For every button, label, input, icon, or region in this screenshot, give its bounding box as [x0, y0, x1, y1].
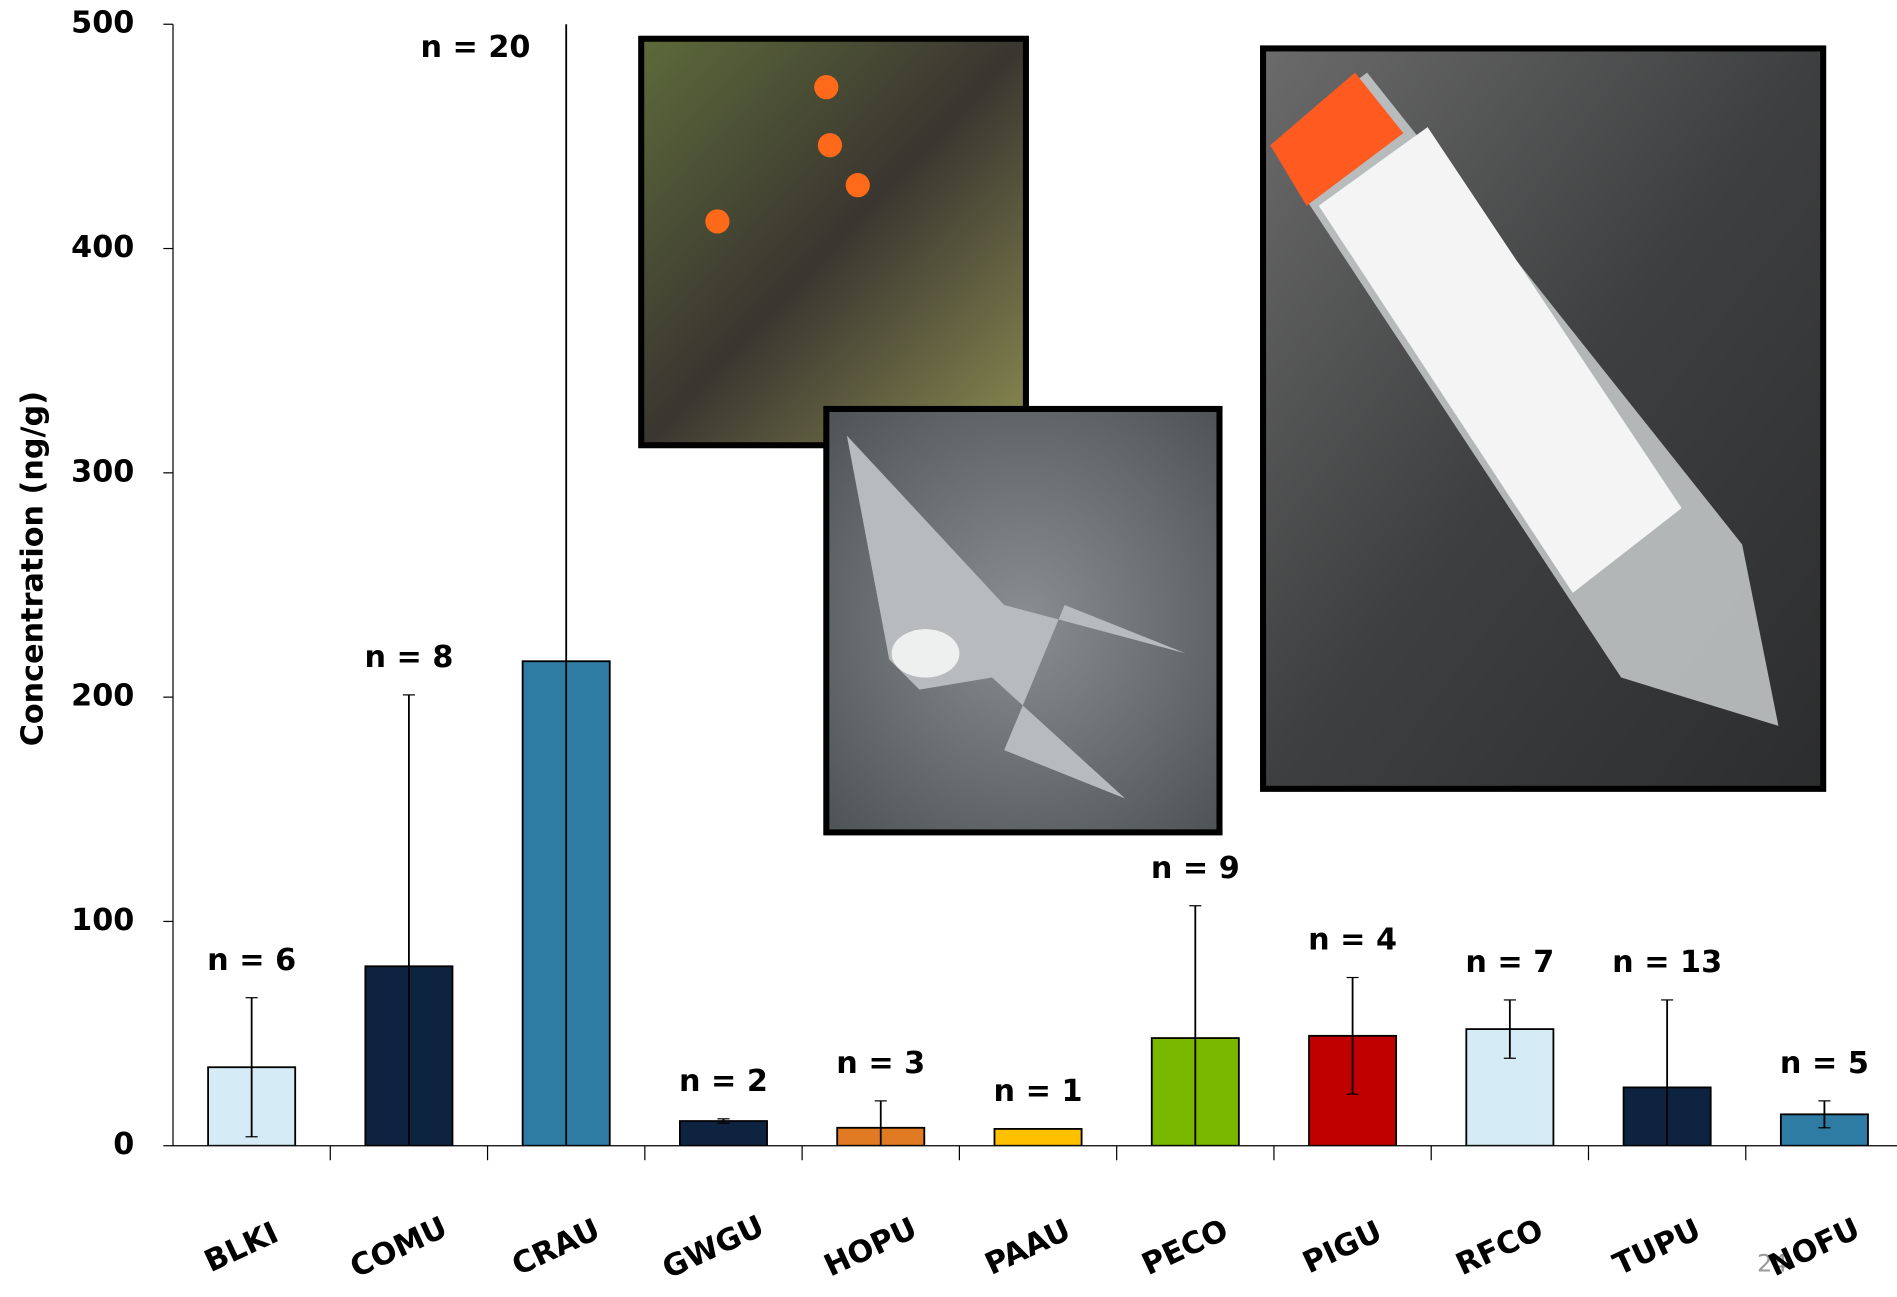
bar [680, 1121, 767, 1146]
x-tick-label: PECO [1137, 1213, 1234, 1283]
sample-size-label: n = 9 [1151, 851, 1240, 886]
x-tick-label: TUPU [1608, 1212, 1706, 1283]
x-tick-label: RFCO [1451, 1212, 1549, 1283]
photo-fulmar [826, 409, 1219, 832]
photo-auklets [641, 39, 1026, 446]
sample-size-label: n = 7 [1465, 945, 1554, 980]
chart: Concentration (ng/g) 24 0100200300400500… [0, 0, 1897, 1297]
sample-size-label: n = 8 [364, 640, 453, 675]
x-tick-label: CRAU [507, 1212, 606, 1283]
sample-size-label: n = 6 [207, 943, 296, 978]
photo-sample-tube [1263, 48, 1823, 788]
y-tick-label: 500 [71, 6, 134, 41]
x-tick-label: NOFU [1763, 1211, 1865, 1283]
sample-size-label: n = 3 [836, 1046, 925, 1081]
sample-size-label: n = 1 [994, 1074, 1083, 1109]
sample-size-label: n = 20 [420, 30, 530, 65]
y-tick-label: 100 [71, 903, 134, 938]
x-tick-label: GWGU [657, 1209, 769, 1286]
y-axis-title: Concentration (ng/g) [15, 391, 50, 746]
sample-size-label: n = 5 [1780, 1046, 1869, 1081]
x-tick-label: PIGU [1298, 1214, 1388, 1281]
x-tick-label: PAAU [980, 1213, 1076, 1283]
y-tick-label: 300 [71, 454, 134, 489]
x-tick-label: BLKI [199, 1216, 284, 1280]
x-tick-label: COMU [345, 1210, 453, 1285]
sample-size-label: n = 4 [1308, 923, 1397, 958]
y-tick-label: 200 [71, 679, 134, 714]
sample-size-label: n = 2 [679, 1064, 768, 1099]
sample-size-label: n = 13 [1612, 945, 1722, 980]
y-tick-label: 0 [113, 1127, 134, 1162]
y-tick-label: 400 [71, 230, 134, 265]
bar [994, 1129, 1081, 1146]
x-tick-label: HOPU [819, 1211, 922, 1284]
